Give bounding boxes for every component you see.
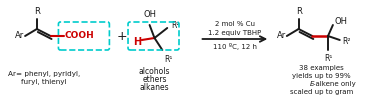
Text: Ar: Ar [15,32,25,40]
Text: R¹: R¹ [324,54,332,63]
Text: COOH: COOH [64,32,94,40]
Text: Ar= phenyl, pyridyl,: Ar= phenyl, pyridyl, [8,71,80,77]
Text: H: H [133,37,141,47]
Text: R²: R² [171,20,180,30]
Text: 1.2 equiv TBHP: 1.2 equiv TBHP [208,30,262,36]
Text: OH: OH [143,10,156,19]
Text: OH: OH [335,17,348,25]
Text: alkanes: alkanes [140,84,169,92]
Text: yields up to 99%: yields up to 99% [292,73,350,79]
Text: ethers: ethers [142,76,167,84]
Text: scaled up to gram: scaled up to gram [290,89,353,95]
Text: R²: R² [343,38,351,46]
Text: 110 ºC, 12 h: 110 ºC, 12 h [213,43,257,50]
Text: E: E [309,81,314,87]
Text: 38 examples: 38 examples [299,65,344,71]
Text: +: + [117,30,127,43]
Text: R¹: R¹ [164,55,173,64]
Text: Ar: Ar [277,32,286,40]
Text: alcohols: alcohols [139,67,170,77]
Text: R: R [296,7,302,16]
Text: -alkene only: -alkene only [313,81,356,87]
Text: R: R [34,7,40,16]
Text: 2 mol % Cu: 2 mol % Cu [215,21,255,27]
Text: furyl, thienyl: furyl, thienyl [21,79,67,85]
